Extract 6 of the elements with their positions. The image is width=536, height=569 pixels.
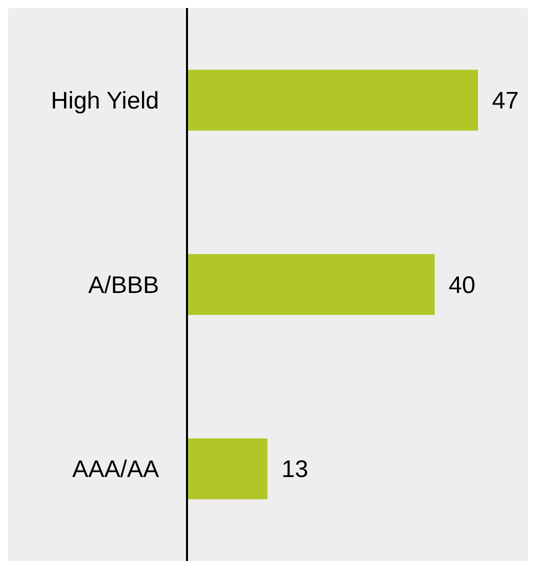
data-label: 13 <box>281 456 308 484</box>
y-tick-label: AAA/AA <box>72 456 159 484</box>
y-tick-label: A/BBB <box>88 272 159 299</box>
y-tick-label: High Yield <box>50 88 159 115</box>
data-label: 47 <box>492 88 519 115</box>
data-label: 40 <box>448 272 476 299</box>
